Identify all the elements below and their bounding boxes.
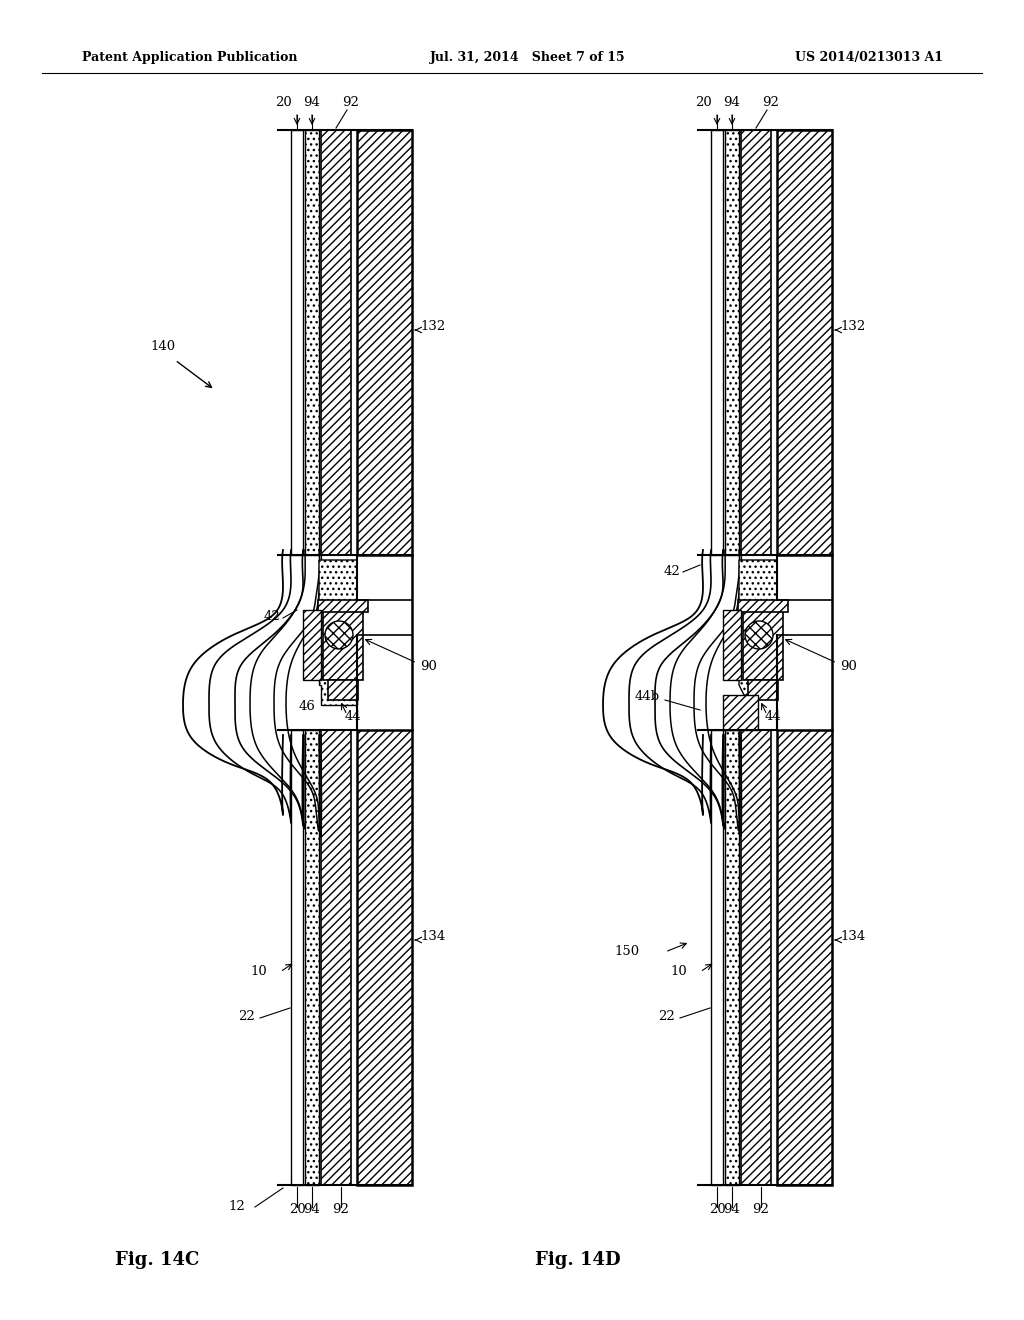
Text: Patent Application Publication: Patent Application Publication — [82, 51, 298, 65]
Bar — [291, 730, 303, 1185]
Bar — [291, 129, 303, 554]
Text: US 2014/0213013 A1: US 2014/0213013 A1 — [795, 51, 943, 65]
Text: 42: 42 — [664, 565, 680, 578]
Text: 140: 140 — [150, 341, 175, 352]
Bar — [318, 601, 368, 612]
Bar — [748, 680, 778, 700]
Bar — [332, 605, 357, 685]
Bar — [725, 730, 739, 1185]
Bar — [741, 730, 771, 1185]
Bar — [303, 610, 321, 680]
Text: 94: 94 — [724, 95, 740, 108]
Text: 20: 20 — [709, 1203, 725, 1216]
Text: 132: 132 — [420, 319, 445, 333]
Polygon shape — [739, 665, 777, 696]
Bar — [723, 610, 741, 680]
Text: 92: 92 — [753, 1203, 769, 1216]
Text: 12: 12 — [228, 1200, 245, 1213]
Text: Jul. 31, 2014   Sheet 7 of 15: Jul. 31, 2014 Sheet 7 of 15 — [430, 51, 626, 65]
Bar — [321, 730, 351, 1185]
Bar — [741, 129, 771, 554]
Text: 44b: 44b — [635, 690, 660, 704]
Text: 92: 92 — [343, 95, 359, 108]
Text: 22: 22 — [239, 1010, 255, 1023]
Bar — [305, 730, 319, 1185]
Bar — [725, 129, 739, 554]
Text: 20: 20 — [274, 95, 292, 108]
Text: 44: 44 — [765, 710, 781, 723]
Text: 46: 46 — [298, 700, 315, 713]
Bar — [723, 696, 758, 730]
Text: 134: 134 — [840, 931, 865, 942]
Bar — [711, 129, 723, 554]
Circle shape — [325, 620, 353, 649]
Text: 20: 20 — [289, 1203, 305, 1216]
Text: 92: 92 — [763, 95, 779, 108]
Text: 22: 22 — [658, 1010, 675, 1023]
Text: 20: 20 — [694, 95, 712, 108]
Text: 44: 44 — [345, 710, 361, 723]
Bar — [777, 129, 831, 554]
Bar — [305, 129, 319, 554]
Text: Fig. 14D: Fig. 14D — [535, 1251, 621, 1269]
Text: 94: 94 — [724, 1203, 740, 1216]
Bar — [321, 129, 351, 554]
Bar — [328, 680, 358, 700]
Text: 94: 94 — [303, 95, 321, 108]
Text: 42: 42 — [263, 610, 280, 623]
Polygon shape — [319, 560, 357, 671]
Bar — [743, 610, 783, 680]
Bar — [752, 605, 777, 685]
Text: 134: 134 — [420, 931, 445, 942]
Bar — [357, 730, 412, 1185]
Text: 10: 10 — [671, 965, 687, 978]
Bar — [357, 129, 412, 554]
Text: 94: 94 — [303, 1203, 321, 1216]
Polygon shape — [319, 665, 357, 705]
Bar — [323, 610, 362, 680]
Bar — [777, 730, 831, 1185]
Text: Fig. 14C: Fig. 14C — [115, 1251, 200, 1269]
Circle shape — [745, 620, 773, 649]
Text: 90: 90 — [840, 660, 857, 673]
Text: 132: 132 — [840, 319, 865, 333]
Bar — [738, 601, 788, 612]
Text: 10: 10 — [250, 965, 267, 978]
Text: 90: 90 — [420, 660, 437, 673]
Polygon shape — [739, 560, 777, 671]
Bar — [711, 730, 723, 1185]
Text: 92: 92 — [333, 1203, 349, 1216]
Text: 150: 150 — [614, 945, 640, 958]
